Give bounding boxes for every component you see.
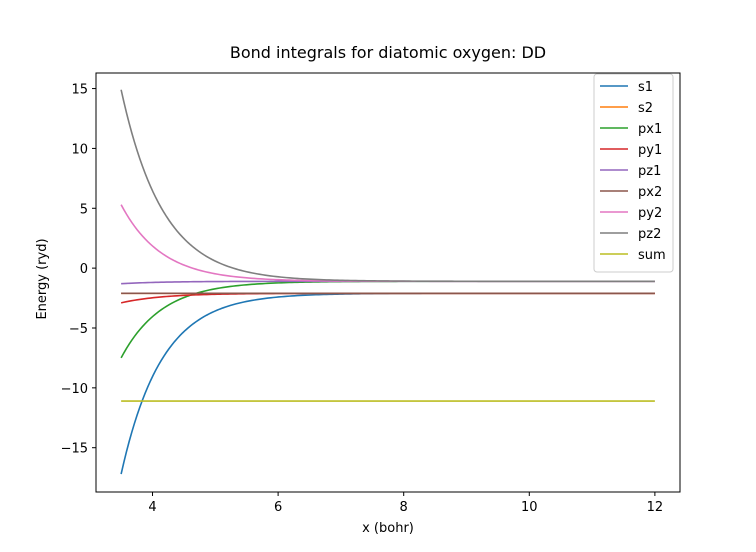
- legend-label-sum: sum: [638, 248, 666, 263]
- legend-label-py2: py2: [638, 206, 662, 221]
- x-axis-label: x (bohr): [362, 521, 414, 536]
- series-line-s1: [120, 292, 655, 475]
- x-tick-label: 4: [148, 500, 156, 515]
- plot-frame: [95, 72, 681, 493]
- x-tick-label: 8: [400, 500, 408, 515]
- legend-label-pz2: pz2: [638, 227, 661, 242]
- plot-area: [95, 72, 681, 493]
- y-tick-label: −15: [61, 442, 88, 457]
- legend-label-px2: px2: [638, 185, 662, 200]
- x-axis: 4 6 8 10 12: [148, 492, 663, 515]
- y-axis-label: Energy (ryd): [35, 238, 50, 319]
- y-tick-label: −10: [61, 382, 88, 397]
- y-tick-label: 15: [71, 83, 88, 98]
- series-line-pz2: [120, 89, 655, 283]
- y-axis: −15 −10 −5 0 5 10 15: [61, 83, 96, 457]
- y-tick-label: −5: [69, 322, 88, 337]
- y-tick-label: 10: [71, 142, 88, 157]
- series-line-py2: [120, 204, 655, 283]
- x-tick-label: 6: [274, 500, 282, 515]
- chart-title: Bond integrals for diatomic oxygen: DD: [230, 43, 546, 62]
- legend-label-s2: s2: [638, 101, 653, 116]
- x-tick-label: 12: [647, 500, 664, 515]
- series-line-py1: [120, 292, 655, 304]
- y-tick-label: 0: [80, 262, 88, 277]
- legend: s1 s2 px1 py1 pz1 px2 py2 pz2 sum: [593, 73, 674, 273]
- legend-box: [593, 73, 674, 273]
- y-tick-label: 5: [80, 202, 88, 217]
- legend-label-px1: px1: [638, 122, 662, 137]
- x-tick-label: 10: [521, 500, 538, 515]
- legend-label-py1: py1: [638, 143, 662, 158]
- legend-label-pz1: pz1: [638, 164, 661, 179]
- legend-label-s1: s1: [638, 80, 653, 95]
